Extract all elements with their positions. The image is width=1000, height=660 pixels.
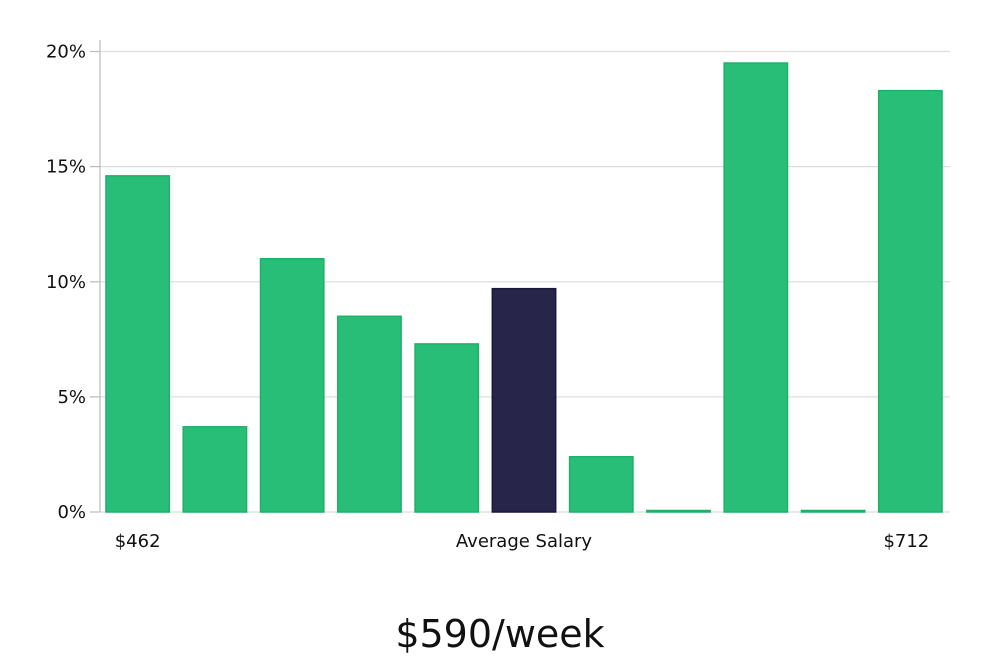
bar (259, 257, 325, 513)
bar (723, 62, 789, 513)
labels: 0% 5% 10% 15% 20% $462 Average Salary $712 (46, 42, 929, 552)
bar (182, 426, 248, 513)
y-tick-label: 15% (46, 157, 86, 178)
bar (646, 509, 711, 513)
bar (105, 175, 171, 513)
bar (337, 315, 402, 513)
y-tick-label: 5% (57, 387, 86, 408)
x-label-max: $712 (883, 531, 929, 552)
axes (90, 40, 101, 513)
bar (800, 509, 866, 513)
bar (877, 89, 943, 513)
bar (568, 455, 634, 513)
average-salary-value: $590/week (395, 612, 605, 656)
x-label-min: $462 (115, 531, 161, 552)
x-label-average: Average Salary (456, 531, 593, 552)
bar (414, 343, 480, 513)
salary-distribution-chart: 0% 5% 10% 15% 20% $462 Average Salary $712 (46, 40, 950, 552)
y-tick-label: 10% (46, 272, 86, 293)
y-tick-label: 20% (46, 42, 86, 63)
bar-average-salary (491, 287, 557, 513)
bars (105, 62, 943, 513)
y-tick-label: 0% (57, 502, 86, 523)
